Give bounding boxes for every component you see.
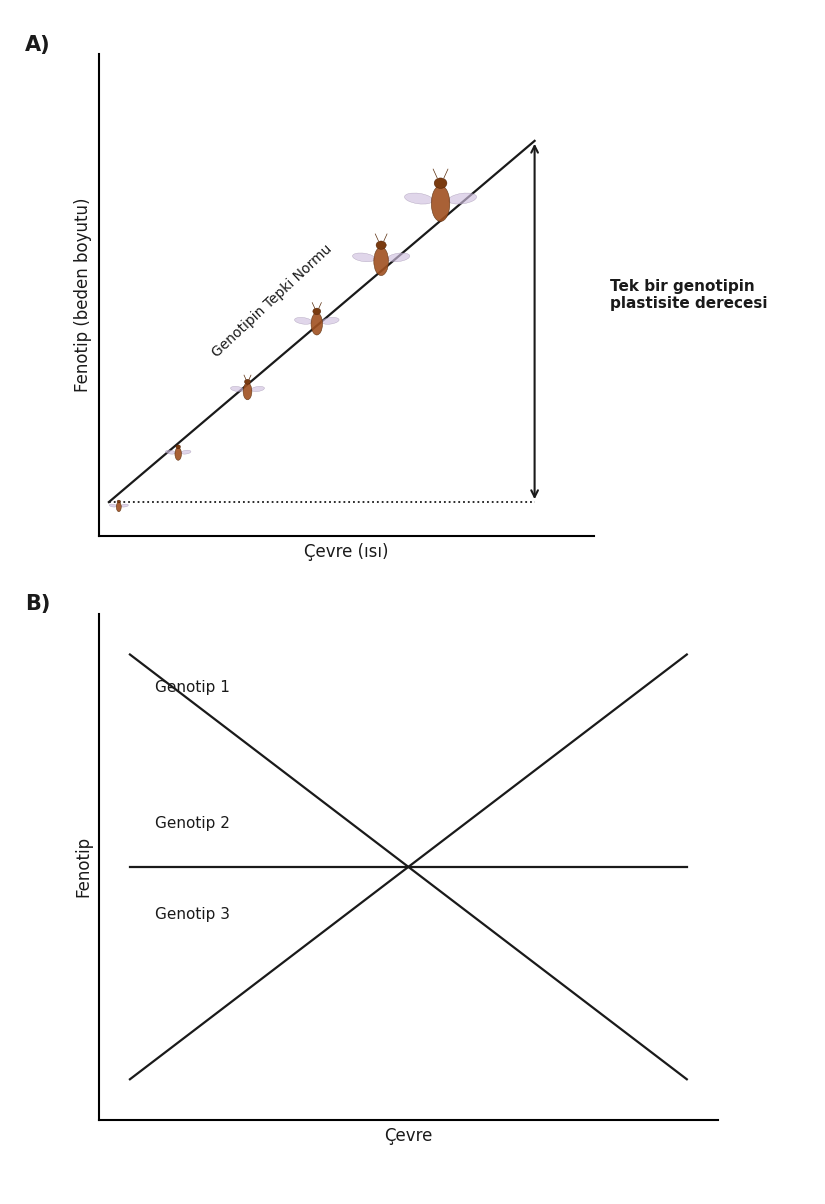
Ellipse shape: [181, 450, 191, 454]
Y-axis label: Fenotip (beden boyutu): Fenotip (beden boyutu): [74, 197, 92, 393]
Ellipse shape: [230, 386, 244, 391]
Text: Genotip 3: Genotip 3: [155, 908, 229, 922]
Text: B): B): [25, 594, 50, 614]
Ellipse shape: [243, 383, 252, 400]
Ellipse shape: [431, 185, 450, 222]
Ellipse shape: [376, 241, 386, 249]
Text: A): A): [25, 35, 50, 55]
Text: Tek bir genotipin
plastisite derecesi: Tek bir genotipin plastisite derecesi: [610, 279, 768, 311]
Text: Genotipin Tepki Normu: Genotipin Tepki Normu: [210, 242, 335, 360]
Ellipse shape: [313, 308, 321, 314]
Ellipse shape: [117, 500, 120, 503]
Ellipse shape: [166, 450, 176, 454]
Ellipse shape: [322, 318, 339, 324]
Ellipse shape: [434, 178, 447, 188]
Ellipse shape: [448, 193, 477, 205]
Ellipse shape: [387, 253, 410, 261]
Text: Genotip 1: Genotip 1: [155, 680, 229, 695]
Text: Genotip 2: Genotip 2: [155, 816, 229, 832]
Ellipse shape: [175, 448, 182, 460]
Ellipse shape: [352, 253, 375, 261]
Ellipse shape: [109, 504, 117, 507]
X-axis label: Çevre: Çevre: [384, 1127, 432, 1145]
Ellipse shape: [404, 193, 433, 205]
Ellipse shape: [251, 386, 265, 391]
Ellipse shape: [374, 247, 389, 276]
Ellipse shape: [295, 318, 312, 324]
Y-axis label: Fenotip: Fenotip: [74, 837, 92, 897]
X-axis label: Çevre (ısı): Çevre (ısı): [304, 543, 389, 561]
Ellipse shape: [120, 504, 129, 507]
Ellipse shape: [176, 445, 181, 449]
Ellipse shape: [244, 379, 251, 384]
Ellipse shape: [116, 502, 121, 512]
Ellipse shape: [311, 313, 323, 335]
